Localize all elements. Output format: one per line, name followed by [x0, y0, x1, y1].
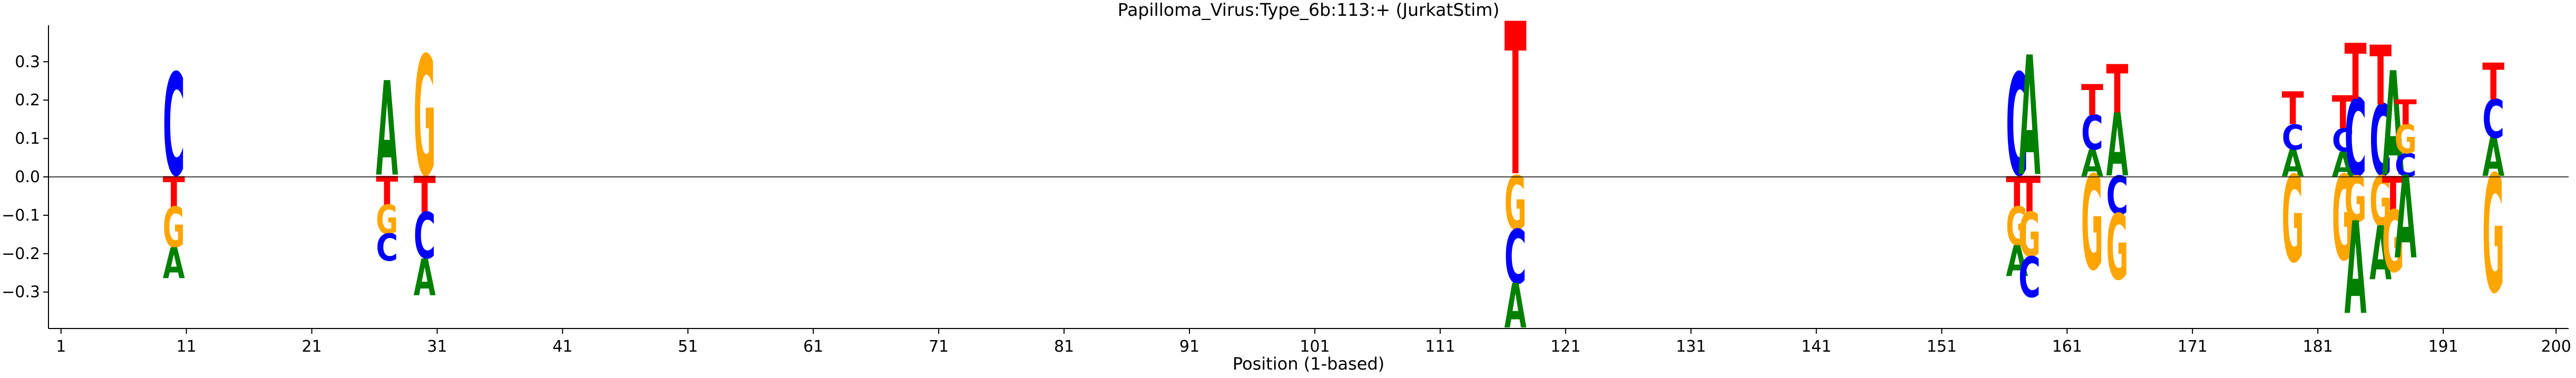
logo-letter-C: C [376, 226, 398, 270]
logo-letter-G: G [2081, 148, 2103, 300]
x-axis-label: Position (1-based) [1233, 354, 1384, 374]
logo-letter-T: T [2395, 93, 2417, 133]
x-tick-label: 11 [177, 337, 197, 356]
logo-letter-A: A [2106, 95, 2129, 197]
logo-letter-T: T [2369, 28, 2392, 124]
logo-letter-T: T [2006, 168, 2028, 217]
y-tick-label: 0.1 [15, 130, 40, 148]
logo-letter-A: A [2282, 142, 2304, 185]
x-tick-label: 71 [929, 337, 949, 356]
y-tick-label: −0.3 [2, 283, 40, 302]
logo-letter-A: A [2081, 142, 2103, 185]
x-tick-label: 41 [552, 337, 572, 356]
logo-letter-T: T [2018, 165, 2041, 224]
logo-letter-C: C [414, 200, 436, 274]
logo-letter-A: A [2395, 153, 2417, 285]
logo-letter-G: G [1505, 161, 1527, 246]
logo-letter-C: C [2332, 122, 2354, 159]
logo-letter-T: T [2345, 28, 2367, 117]
chart-title: Papilloma_Virus:Type_6b:113:+ (JurkatSti… [1118, 0, 1499, 20]
x-tick-label: 51 [678, 337, 698, 356]
logo-letter-T: T [2332, 86, 2354, 139]
logo-letter-G: G [2395, 117, 2417, 163]
logo-letter-A: A [2382, 42, 2404, 208]
logo-letter-C: C [2081, 105, 2103, 161]
logo-letter-T: T [163, 168, 185, 217]
logo-letter-C: C [2106, 166, 2129, 227]
x-tick-label: 171 [2178, 337, 2208, 356]
logo-letter-A: A [163, 239, 185, 289]
x-tick-label: 141 [1801, 337, 1831, 356]
logo-letter-A: A [1505, 272, 1527, 342]
logo-letter-C: C [163, 45, 185, 208]
logo-letter-T: T [376, 168, 398, 215]
logo-letter-A: A [2345, 196, 2367, 343]
logo-letter-G: G [2006, 196, 2028, 257]
x-tick-label: 61 [803, 337, 823, 356]
logo-letter-G: G [2282, 151, 2304, 289]
logo-letter-T: T [2081, 76, 2103, 125]
logo-letter-G: G [2106, 195, 2129, 300]
logo-letter-A: A [376, 55, 398, 206]
y-axis-ticks: −0.3 −0.2 −0.1 0.0 0.1 0.2 0.3 [2, 53, 48, 302]
logo-letter-C: C [1505, 215, 1527, 301]
y-tick-label: −0.1 [2, 206, 40, 225]
logo-letter-T: T [2106, 52, 2129, 128]
logo-letter-T: T [2382, 167, 2404, 222]
x-tick-label: 101 [1300, 337, 1330, 356]
logo-letter-G: G [2482, 141, 2504, 329]
logo-letter-A: A [2369, 211, 2392, 297]
logo-letter-T: T [1505, 0, 1527, 223]
logo-letter-G: G [163, 195, 185, 260]
x-tick-label: 191 [2428, 337, 2458, 356]
x-axis-ticks: 1 11 21 31 41 51 61 71 81 91 101 111 121 131 141 151 161… [56, 329, 2571, 356]
logo-letter-T: T [2282, 83, 2304, 135]
logo-letter-G: G [376, 197, 398, 244]
x-tick-label: 111 [1425, 337, 1455, 356]
logo-letter-G: G [2018, 201, 2041, 271]
logo-letter-A: A [2482, 127, 2504, 189]
x-tick-label: 91 [1179, 337, 1199, 356]
logo-letter-A: A [2018, 22, 2041, 213]
x-tick-label: 151 [1927, 337, 1957, 356]
logo-letter-C: C [2282, 118, 2304, 158]
logo-letter-C: C [2369, 85, 2392, 198]
y-tick-label: 0.3 [15, 53, 40, 71]
x-tick-label: 81 [1054, 337, 1074, 356]
x-tick-label: 1 [56, 337, 66, 356]
logo-letter-C: C [2482, 89, 2504, 151]
logo-letter-G: G [2332, 151, 2354, 287]
logo-letter-C: C [2018, 246, 2041, 311]
x-tick-label: 121 [1550, 337, 1580, 356]
x-tick-label: 31 [427, 337, 447, 356]
logo-letter-C: C [2395, 147, 2417, 184]
x-tick-label: 161 [2052, 337, 2082, 356]
logo-letter-A: A [2332, 145, 2354, 185]
logo-letter-C: C [2006, 45, 2028, 208]
x-tick-label: 181 [2303, 337, 2333, 356]
x-tick-label: 131 [1676, 337, 1706, 356]
y-tick-label: −0.2 [2, 245, 40, 263]
logo-letter-G: G [2382, 193, 2404, 292]
logo-letter-G: G [2345, 163, 2367, 237]
y-tick-label: 0.0 [15, 168, 40, 186]
logo-letter-G: G [414, 22, 436, 213]
x-tick-label: 200 [2541, 337, 2571, 356]
x-tick-label: 21 [302, 337, 322, 356]
logo-letter-A: A [2006, 237, 2028, 286]
logo-letter-A: A [414, 249, 436, 307]
y-tick-label: 0.2 [15, 91, 40, 110]
logo-letter-C: C [2345, 77, 2367, 200]
logo-letter-T: T [2482, 52, 2504, 111]
logo-letter-T: T [414, 165, 436, 224]
logo-letter-G: G [2369, 163, 2392, 242]
